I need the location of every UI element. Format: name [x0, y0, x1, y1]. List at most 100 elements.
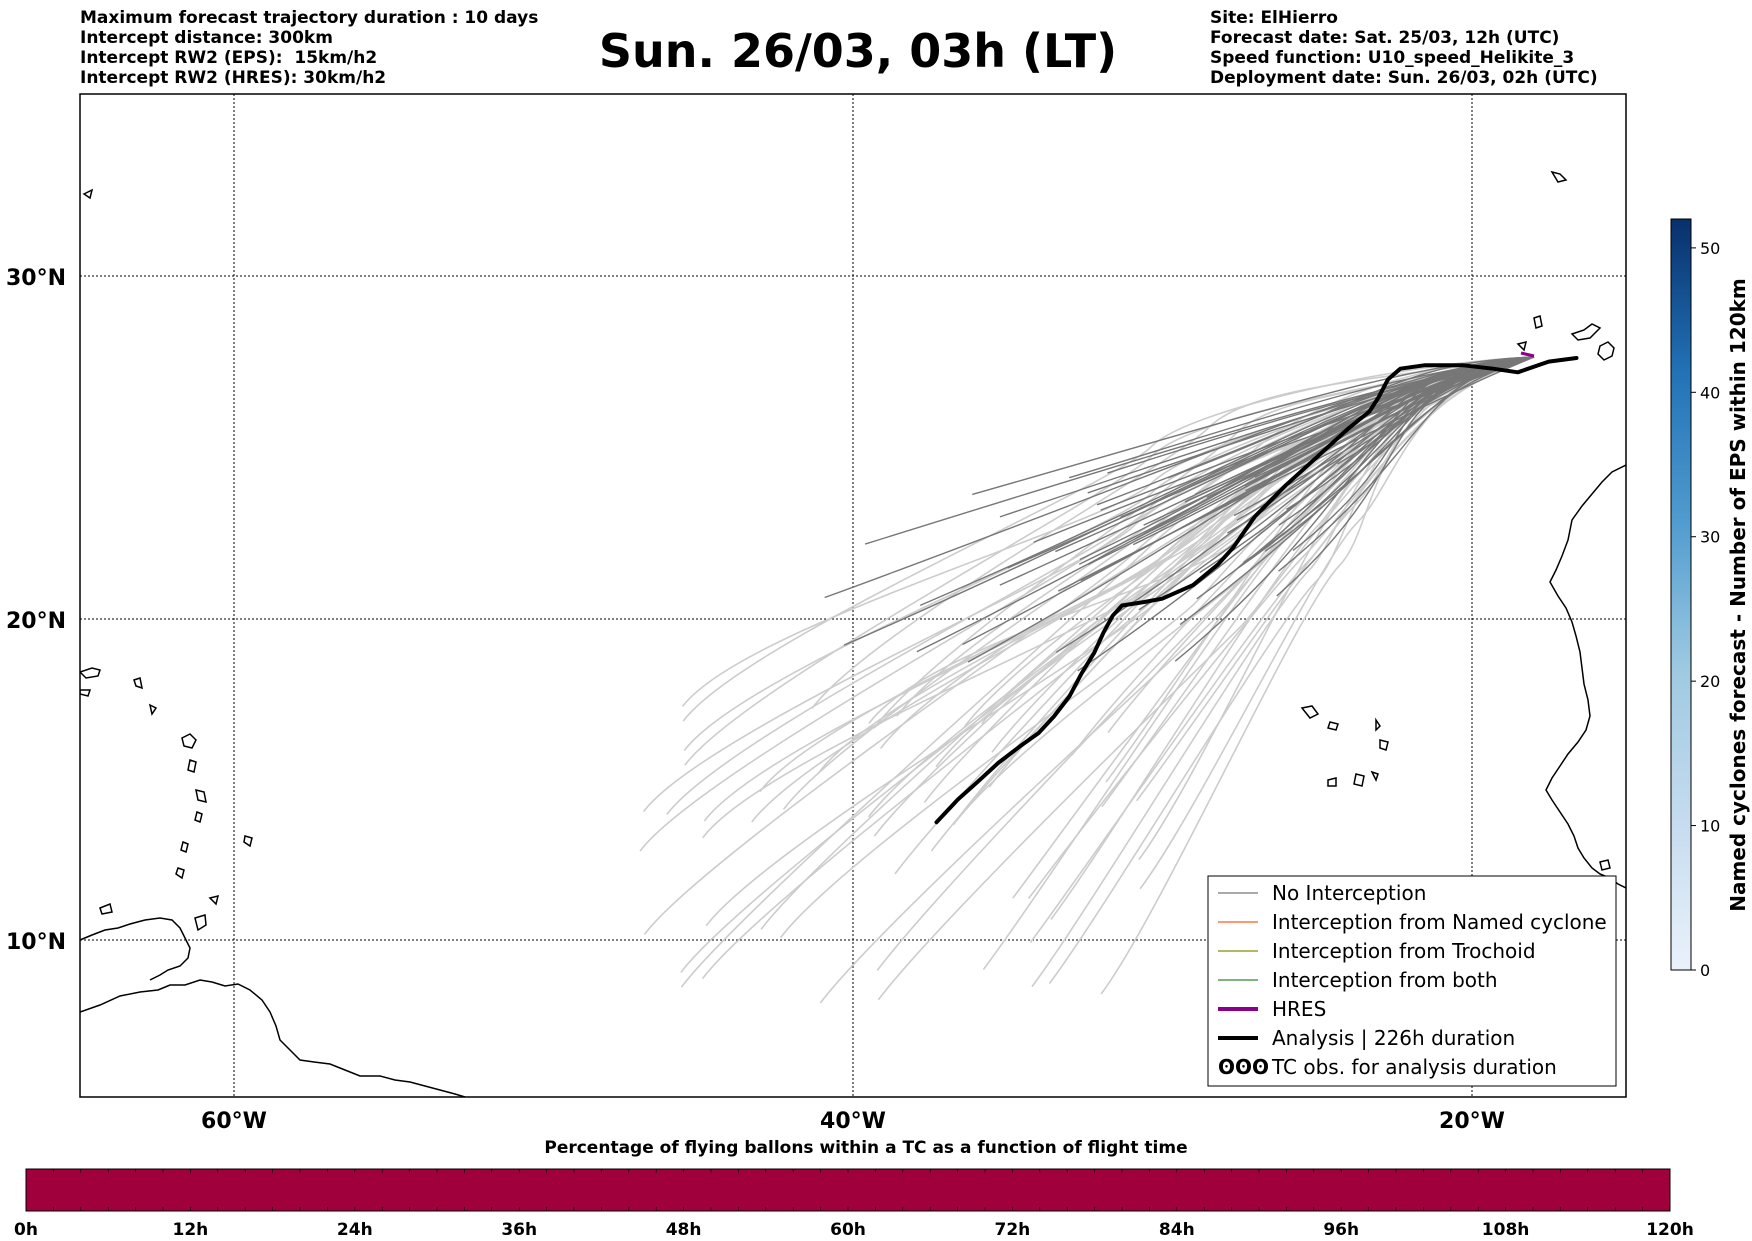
header-left-line: Intercept distance: 300km [80, 28, 333, 48]
time-bar: Percentage of flying ballons within a TC… [14, 1138, 1694, 1240]
coast-africa [1545, 464, 1626, 889]
header-left-line: Intercept RW2 (EPS): 15km/h2 [80, 48, 378, 68]
colorbar-tick-label: 40 [1700, 383, 1720, 402]
island-st-lucia [194, 810, 203, 824]
legend-item-label: TC obs. for analysis duration [1271, 1055, 1557, 1079]
island-barbados [243, 835, 253, 848]
island-st-vincent [180, 840, 189, 854]
island-cape-verde-2 [1327, 721, 1339, 731]
map-layer [80, 94, 1626, 1097]
page-title-wrap: Sun. 26/03, 03h (LT) [0, 24, 1752, 78]
lon-label-40w: 40°W [820, 1109, 886, 1134]
island-trinidad [194, 914, 207, 932]
eps-trajectory-dark [1278, 356, 1535, 526]
header-left-line: Intercept RW2 (HRES): 30km/h2 [80, 68, 387, 88]
island-cape-verde-1 [1300, 705, 1320, 719]
island-cape-verde-5 [1327, 777, 1337, 787]
time-bar-tick-label: 96h [1323, 1220, 1359, 1240]
eps-trajectory [1031, 356, 1535, 988]
legend: No Interception Interception from Named c… [1207, 875, 1617, 1087]
time-bar-fill [25, 1168, 1671, 1212]
hres-line [1520, 351, 1535, 358]
time-bar-tick-label: 36h [501, 1220, 537, 1240]
island-bijagos [1599, 859, 1611, 871]
island-cape-verde-6 [1353, 773, 1365, 787]
eps-trajectory [682, 356, 1535, 722]
cyclone-symbols-icon: ʘʘʘ [1218, 1055, 1269, 1079]
coast-south-america-gulf [80, 917, 191, 981]
gridlines [80, 94, 1626, 1097]
eps-trajectory [811, 356, 1535, 710]
island-tobago [208, 894, 220, 906]
time-bar-minor-ticks [25, 1169, 1671, 1211]
island-aruba [99, 902, 113, 915]
legend-item-label: Interception from Trochoid [1272, 939, 1536, 963]
colorbar-tick-label: 30 [1700, 528, 1720, 547]
time-bar-title: Percentage of flying ballons within a TC… [544, 1138, 1187, 1158]
header-left-info: Maximum forecast trajectory duration : 1… [80, 8, 538, 88]
time-bar-tick-label: 0h [14, 1220, 38, 1240]
colorbar-label: Named cyclones forecast - Number of EPS … [1726, 278, 1750, 912]
map-frame [79, 93, 1627, 1098]
island-cape-verde-3 [1375, 717, 1381, 732]
header-left-line: Maximum forecast trajectory duration : 1… [80, 8, 539, 28]
analysis-track [934, 356, 1579, 825]
header-right-line: Forecast date: Sat. 25/03, 12h (UTC) [1210, 28, 1560, 48]
header-right-line: Speed function: U10_speed_Helikite_3 [1210, 48, 1575, 68]
legend-box [1207, 875, 1617, 1087]
colorbar-gradient [1670, 218, 1692, 971]
coastlines [80, 170, 1626, 1097]
header-right-line: Deployment date: Sun. 26/03, 02h (UTC) [1210, 68, 1598, 88]
island-grenada [175, 867, 185, 880]
time-bar-tick-label: 12h [173, 1220, 209, 1240]
island-dominica [187, 759, 197, 773]
eps-trajectory [684, 356, 1535, 766]
colorbar-tick-label: 10 [1700, 817, 1720, 836]
island-guadeloupe [181, 733, 197, 749]
lat-label-30n: 30°N [6, 266, 66, 291]
legend-item-label: HRES [1272, 997, 1326, 1021]
island-lanzarote [1570, 323, 1602, 341]
lon-label-60w: 60°W [201, 1109, 267, 1134]
eps-trajectory [1100, 356, 1535, 995]
time-bar-tick-label: 60h [830, 1220, 866, 1240]
lon-label-20w: 20°W [1439, 1109, 1505, 1134]
eps-trajectory-dark [1285, 356, 1535, 511]
legend-item-label: Interception from Named cyclone [1272, 910, 1607, 934]
time-bar-tick-label: 120h [1646, 1220, 1694, 1240]
coast-south-america [80, 979, 466, 1097]
island-cape-verde-4 [1379, 739, 1389, 751]
colorbar-tick-label: 50 [1700, 239, 1720, 258]
island-small [80, 689, 92, 697]
colorbar: 0 10 20 30 40 50 Named cyclones forecast - Nu… [1670, 218, 1750, 980]
legend-item-label: Analysis | 226h duration [1272, 1026, 1515, 1050]
header-right-info: Site: ElHierro Forecast date: Sat. 25/03… [1210, 8, 1598, 88]
island-martinique [195, 788, 207, 804]
eps-trajectory-dark [1120, 356, 1535, 518]
legend-item-label: No Interception [1272, 881, 1426, 905]
colorbar-tick-label: 20 [1700, 672, 1720, 691]
colorbar-tick-label: 0 [1700, 961, 1710, 980]
eps-trajectory [819, 356, 1535, 1004]
eps-trajectory-dark [1276, 356, 1535, 597]
island-antigua [133, 677, 143, 690]
page-title: Sun. 26/03, 03h (LT) [598, 24, 1118, 78]
island-bermuda [82, 188, 94, 200]
time-bar-tick-label: 72h [995, 1220, 1031, 1240]
lat-label-20n: 20°N [6, 609, 66, 634]
island-fuerteventura [1597, 341, 1615, 361]
island-tenerife [1516, 340, 1528, 352]
eps-trajectory [873, 356, 1535, 729]
island-madeira [1550, 170, 1568, 183]
legend-item-label: Interception from both [1272, 968, 1498, 992]
time-bar-tick-label: 84h [1159, 1220, 1195, 1240]
eps-trajectory [1139, 356, 1535, 890]
island-gran-canaria [1533, 315, 1543, 329]
island-cape-verde-7 [1370, 770, 1379, 782]
eps-trajectory-dark [972, 356, 1535, 496]
time-bar-tick-label: 24h [337, 1220, 373, 1240]
hres-track [1520, 351, 1535, 358]
lat-label-10n: 10°N [6, 930, 66, 955]
eps-trajectories-dark [824, 356, 1535, 672]
